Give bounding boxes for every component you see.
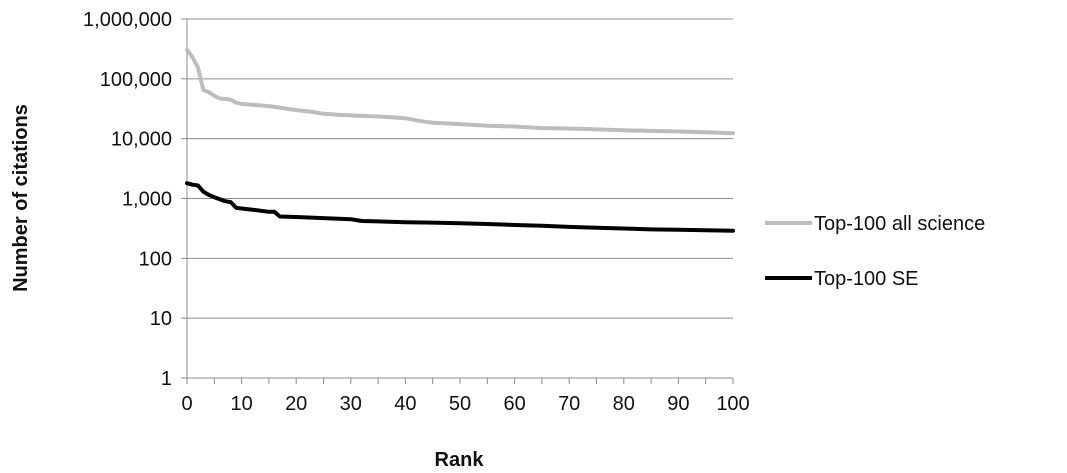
x-tick-label: 30 (340, 393, 362, 415)
x-tick-label: 50 (449, 393, 471, 415)
series-line-2 (187, 183, 733, 231)
legend: Top-100 all science Top-100 SE (765, 213, 985, 290)
x-tick-label: 100 (716, 393, 749, 415)
y-tick-label: 100,000 (100, 69, 172, 91)
y-tick-label: 10,000 (111, 129, 172, 151)
x-tick-label: 80 (613, 393, 635, 415)
series-line-1 (187, 50, 733, 133)
gridlines (187, 19, 733, 378)
y-tick-label: 1 (161, 368, 172, 390)
x-tick-label: 20 (285, 393, 307, 415)
x-tick-labels: 0 10 20 30 40 50 60 70 80 90 100 (181, 393, 749, 415)
x-tick-label: 60 (503, 393, 525, 415)
x-tick-label: 10 (230, 393, 252, 415)
y-tick-label: 1,000,000 (83, 9, 172, 31)
x-tick-label: 70 (558, 393, 580, 415)
x-axis-title: Rank (435, 449, 485, 471)
legend-label: Top-100 all science (814, 213, 985, 235)
y-tick-label: 10 (150, 308, 172, 330)
y-tick-labels: 1 10 100 1,000 10,000 100,000 1,000,000 (83, 9, 172, 390)
x-tick-label: 90 (667, 393, 689, 415)
x-tick-label: 0 (181, 393, 192, 415)
axes (181, 19, 733, 384)
y-tick-label: 1,000 (122, 189, 172, 211)
series-lines (187, 50, 733, 231)
y-axis-title: Number of citations (10, 104, 32, 292)
y-tick-label: 100 (139, 248, 172, 270)
x-tick-label: 40 (394, 393, 416, 415)
legend-label: Top-100 SE (814, 268, 919, 290)
